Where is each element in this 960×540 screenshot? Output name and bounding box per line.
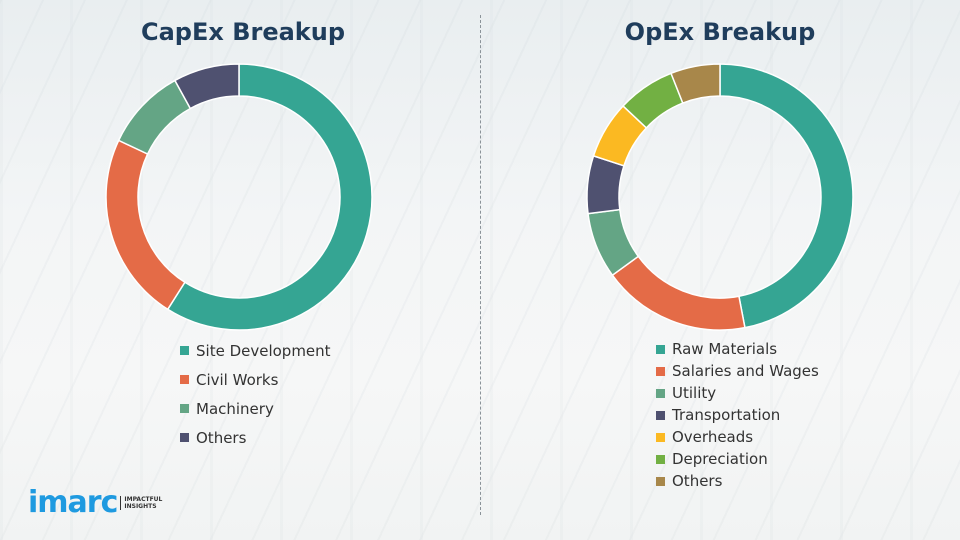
- legend-swatch: [180, 375, 189, 384]
- legend-label: Machinery: [196, 399, 274, 418]
- legend-item: Depreciation: [656, 448, 819, 470]
- legend-item: Site Development: [180, 336, 331, 365]
- legend-swatch: [656, 388, 665, 398]
- capex-legend: Site Development Civil Works Machinery Othe…: [180, 336, 331, 452]
- donut-slice-others: [173, 63, 240, 110]
- legend-swatch: [180, 433, 189, 442]
- legend-item: Others: [656, 470, 819, 492]
- legend-label: Others: [196, 428, 247, 447]
- legend-swatch: [180, 346, 189, 355]
- donut-slice-machinery: [117, 79, 192, 155]
- legend-label: Transportation: [672, 406, 781, 424]
- legend-item: Utility: [656, 382, 819, 404]
- legend-swatch: [656, 366, 665, 376]
- legend-swatch: [656, 410, 665, 420]
- legend-item: Others: [180, 423, 331, 452]
- logo-word: imarc: [28, 485, 118, 520]
- legend-item: Civil Works: [180, 365, 331, 394]
- donut-slice-site-development: [166, 63, 373, 331]
- legend-swatch: [180, 404, 189, 413]
- legend-swatch: [656, 476, 665, 486]
- imarc-logo: imarc IMPACTFUL INSIGHTS: [28, 485, 162, 520]
- divider: [480, 15, 481, 515]
- opex-donut: [586, 63, 854, 331]
- legend-label: Salaries and Wages: [672, 362, 819, 380]
- opex-legend: Raw Materials Salaries and Wages Utility Tr…: [656, 338, 819, 492]
- donut-slice-raw-materials: [719, 63, 854, 329]
- legend-label: Site Development: [196, 341, 331, 360]
- legend-item: Salaries and Wages: [656, 360, 819, 382]
- legend-swatch: [656, 454, 665, 464]
- legend-item: Machinery: [180, 394, 331, 423]
- logo-tagline-1: IMPACTFUL: [124, 495, 163, 503]
- logo-tagline-2: INSIGHTS: [124, 502, 157, 510]
- legend-label: Depreciation: [672, 450, 768, 468]
- legend-swatch: [656, 432, 665, 442]
- legend-label: Raw Materials: [672, 340, 778, 358]
- legend-label: Overheads: [672, 428, 754, 446]
- legend-label: Civil Works: [196, 370, 279, 389]
- legend-item: Overheads: [656, 426, 819, 448]
- capex-title: CapEx Breakup: [140, 18, 346, 46]
- legend-item: Transportation: [656, 404, 819, 426]
- donut-slice-salaries-and-wages: [611, 255, 746, 331]
- capex-donut: [105, 63, 373, 331]
- legend-label: Utility: [672, 384, 717, 402]
- donut-slice-others: [670, 63, 721, 105]
- legend-swatch: [656, 344, 665, 354]
- legend-label: Others: [672, 472, 723, 490]
- legend-item: Raw Materials: [656, 338, 819, 360]
- logo-tagline: IMPACTFUL INSIGHTS: [120, 495, 163, 510]
- opex-title: OpEx Breakup: [624, 18, 816, 46]
- donut-slice-civil-works: [105, 139, 186, 311]
